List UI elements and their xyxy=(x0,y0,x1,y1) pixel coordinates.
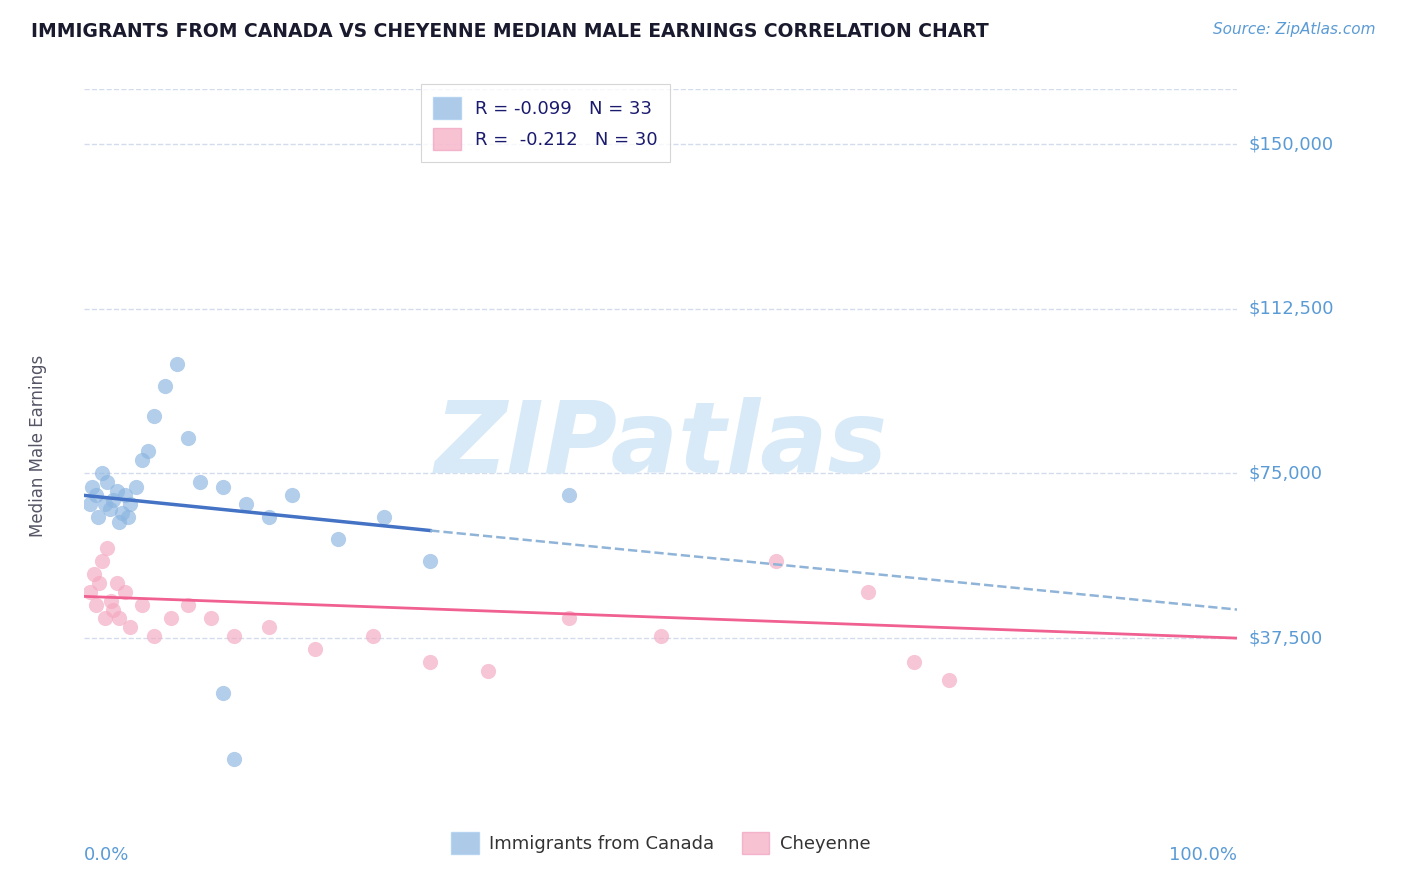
Text: $37,500: $37,500 xyxy=(1249,629,1323,647)
Point xyxy=(938,673,960,687)
Text: 0.0%: 0.0% xyxy=(84,846,129,863)
Point xyxy=(94,611,117,625)
Point xyxy=(419,554,441,568)
Point xyxy=(131,453,153,467)
Point xyxy=(858,585,880,599)
Point xyxy=(120,497,142,511)
Text: $112,500: $112,500 xyxy=(1249,300,1334,318)
Text: Median Male Earnings: Median Male Earnings xyxy=(30,355,48,537)
Point xyxy=(557,488,579,502)
Point xyxy=(177,431,200,445)
Point xyxy=(281,488,304,502)
Point xyxy=(166,357,188,371)
Point xyxy=(96,475,118,490)
Point xyxy=(326,533,349,547)
Point xyxy=(90,467,112,481)
Point xyxy=(304,642,326,657)
Point xyxy=(79,585,101,599)
Point xyxy=(84,598,107,612)
Text: 100.0%: 100.0% xyxy=(1170,846,1237,863)
Point xyxy=(114,585,136,599)
Point xyxy=(211,480,233,494)
Point xyxy=(111,506,134,520)
Point xyxy=(79,497,101,511)
Point xyxy=(117,510,139,524)
Point xyxy=(373,510,395,524)
Point xyxy=(108,515,131,529)
Text: IMMIGRANTS FROM CANADA VS CHEYENNE MEDIAN MALE EARNINGS CORRELATION CHART: IMMIGRANTS FROM CANADA VS CHEYENNE MEDIA… xyxy=(31,22,988,41)
Point xyxy=(211,686,233,700)
Point xyxy=(142,409,165,424)
Text: $150,000: $150,000 xyxy=(1249,135,1333,153)
Point xyxy=(765,554,787,568)
Point xyxy=(224,629,246,643)
Point xyxy=(557,611,579,625)
Point xyxy=(136,444,159,458)
Point xyxy=(82,480,104,494)
Point xyxy=(89,576,111,591)
Point xyxy=(131,598,153,612)
Point xyxy=(419,655,441,669)
Point xyxy=(94,497,117,511)
Point xyxy=(224,752,246,766)
Point xyxy=(477,664,499,678)
Point xyxy=(200,611,222,625)
Point xyxy=(177,598,200,612)
Point xyxy=(650,629,672,643)
Point xyxy=(257,510,280,524)
Point xyxy=(105,576,128,591)
Point xyxy=(103,492,124,507)
Point xyxy=(235,497,257,511)
Point xyxy=(903,655,925,669)
Point xyxy=(84,488,107,502)
Legend: Immigrants from Canada, Cheyenne: Immigrants from Canada, Cheyenne xyxy=(440,822,882,865)
Point xyxy=(90,554,112,568)
Point xyxy=(188,475,211,490)
Point xyxy=(100,594,122,608)
Text: Source: ZipAtlas.com: Source: ZipAtlas.com xyxy=(1212,22,1375,37)
Point xyxy=(257,620,280,634)
Point xyxy=(142,629,165,643)
Point xyxy=(98,501,121,516)
Point xyxy=(108,611,131,625)
Point xyxy=(153,378,176,392)
Text: $75,000: $75,000 xyxy=(1249,465,1323,483)
Point xyxy=(120,620,142,634)
Point xyxy=(83,567,105,582)
Point xyxy=(125,480,148,494)
Point xyxy=(105,483,128,498)
Text: ZIPatlas: ZIPatlas xyxy=(434,398,887,494)
Point xyxy=(87,510,110,524)
Point xyxy=(103,602,124,616)
Point xyxy=(361,629,384,643)
Point xyxy=(114,488,136,502)
Point xyxy=(96,541,118,555)
Point xyxy=(160,611,183,625)
